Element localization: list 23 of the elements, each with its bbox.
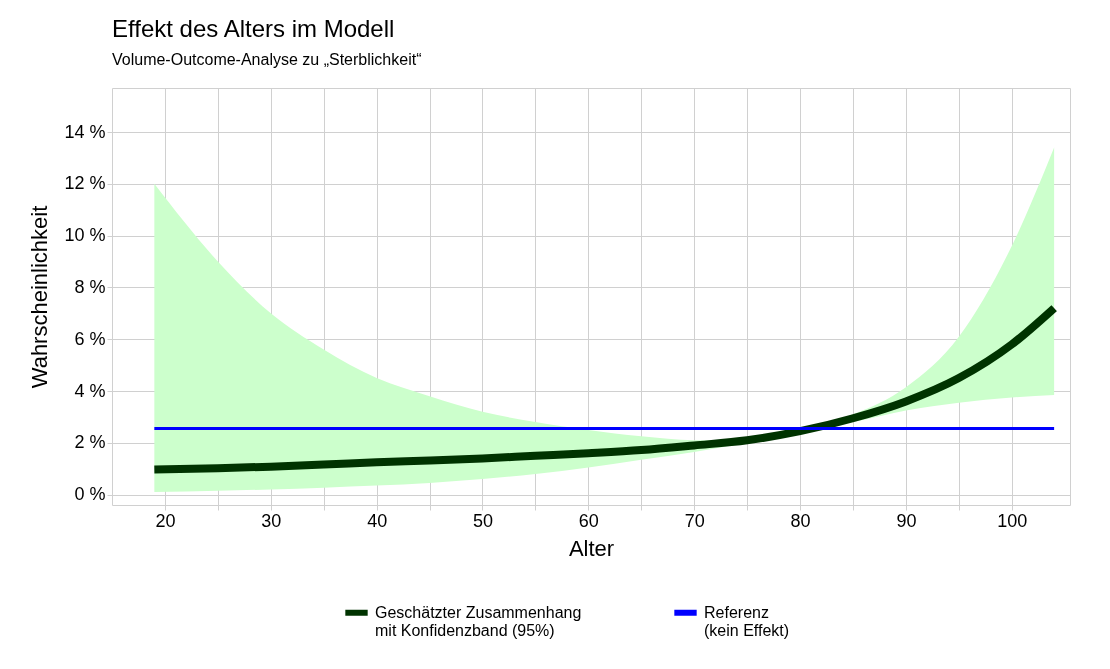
legend-label: Geschätzter Zusammenhang mit Konfidenzband (95%) bbox=[375, 603, 582, 639]
chart-title: Effekt des Alters im Modell bbox=[112, 15, 395, 42]
x-tick-label: 20 bbox=[155, 510, 176, 531]
x-tick-label: 50 bbox=[472, 510, 494, 531]
y-tick-label: 12 % bbox=[64, 173, 106, 194]
y-tick-label: 14 % bbox=[64, 121, 106, 142]
legend-label: Referenz (kein Effekt) bbox=[704, 603, 790, 639]
x-tick-label: 80 bbox=[790, 510, 811, 531]
y-tick-label: 10 % bbox=[64, 225, 106, 246]
x-tick-label: 40 bbox=[367, 510, 388, 531]
y-tick-label: 2 % bbox=[74, 432, 106, 453]
x-tick-label: 30 bbox=[261, 510, 282, 531]
x-axis-title: Alter bbox=[568, 535, 615, 561]
y-tick-label: 8 % bbox=[74, 276, 106, 297]
y-axis-title: Wahrscheinlichkeit bbox=[27, 205, 53, 389]
chart-subtitle: Volume-Outcome-Analyse zu „Sterblichkeit“ bbox=[112, 51, 422, 68]
y-tick-label: 4 % bbox=[74, 380, 106, 401]
x-tick-label: 100 bbox=[997, 510, 1028, 531]
x-tick-label: 60 bbox=[578, 510, 599, 531]
x-tick-label: 70 bbox=[684, 510, 705, 531]
y-tick-label: 6 % bbox=[74, 328, 106, 349]
y-tick-label: 0 % bbox=[74, 484, 106, 505]
x-tick-label: 90 bbox=[896, 510, 917, 531]
